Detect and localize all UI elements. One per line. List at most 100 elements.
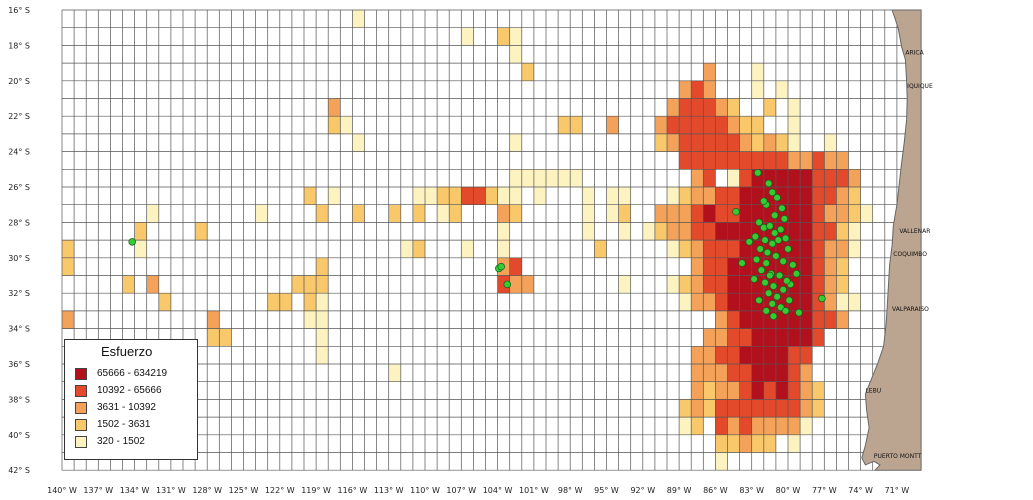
- effort-cell: [558, 116, 571, 134]
- effort-cell: [812, 381, 825, 400]
- city-label: ARICA: [905, 49, 924, 56]
- effort-cell: [715, 151, 728, 170]
- effort-cell: [727, 240, 740, 258]
- effort-cell: [800, 240, 813, 258]
- effort-cell: [279, 293, 292, 311]
- effort-cell: [316, 275, 329, 294]
- longitude-label: 134° W: [120, 486, 150, 495]
- effort-cell: [606, 187, 619, 205]
- catch-point: [738, 259, 746, 267]
- effort-cell: [691, 204, 704, 223]
- effort-cell: [739, 364, 752, 382]
- effort-cell: [751, 80, 764, 99]
- effort-cell: [824, 204, 837, 223]
- longitude-label: 113° W: [374, 486, 404, 495]
- effort-cell: [449, 187, 462, 205]
- effort-cell: [485, 187, 498, 205]
- effort-cell: [739, 169, 752, 187]
- effort-cell: [691, 293, 704, 311]
- effort-cell: [812, 169, 825, 187]
- latitude-label: 24° S: [8, 148, 30, 157]
- legend-item: 320 - 1502: [75, 435, 195, 449]
- effort-cell: [570, 116, 583, 134]
- latitude-label: 20° S: [8, 77, 30, 86]
- longitude-label: 86° W: [703, 486, 728, 495]
- catch-point: [762, 307, 770, 315]
- effort-cell: [691, 187, 704, 205]
- effort-cell: [812, 204, 825, 223]
- effort-cell: [824, 151, 837, 170]
- effort-cell: [703, 151, 716, 170]
- catch-point: [503, 280, 512, 289]
- effort-cell: [824, 257, 837, 276]
- effort-cell: [775, 151, 788, 170]
- effort-cell: [727, 434, 740, 453]
- effort-cell: [800, 346, 813, 364]
- catch-point: [732, 208, 740, 216]
- effort-cell: [437, 204, 450, 223]
- effort-cell: [812, 328, 825, 347]
- effort-cell: [763, 434, 776, 453]
- catch-point: [770, 211, 779, 220]
- effort-cell: [654, 222, 667, 241]
- effort-cell: [703, 133, 716, 152]
- effort-cell: [691, 275, 704, 294]
- effort-cell: [691, 169, 704, 187]
- legend: Esfuerzo 65666 - 634219 10392 - 65666 36…: [64, 339, 198, 460]
- effort-cell: [751, 116, 764, 134]
- effort-cell: [461, 187, 474, 205]
- effort-cell: [812, 275, 825, 294]
- effort-cell: [509, 27, 522, 46]
- effort-cell: [679, 204, 692, 223]
- catch-point: [751, 232, 760, 241]
- longitude-label: 74° W: [848, 486, 873, 495]
- effort-cell: [703, 346, 716, 364]
- catch-point: [781, 307, 790, 315]
- effort-cell: [812, 399, 825, 418]
- effort-cell: [751, 310, 764, 329]
- effort-cell: [291, 275, 304, 294]
- catch-point: [764, 289, 773, 297]
- effort-cell: [679, 240, 692, 258]
- effort-cell: [788, 222, 801, 241]
- catch-point: [779, 285, 787, 294]
- effort-cell: [727, 275, 740, 294]
- effort-cell: [800, 381, 813, 400]
- effort-cell: [703, 63, 716, 81]
- catch-point: [773, 193, 781, 202]
- legend-swatch: [75, 385, 87, 397]
- longitude-label: 77° W: [812, 486, 837, 495]
- catch-point: [750, 275, 758, 283]
- longitude-labels: 140° W 137° W 134° W 131° W 128° W 125° W 122°…: [47, 486, 909, 495]
- catch-point: [773, 292, 781, 301]
- effort-cell: [679, 116, 692, 134]
- catch-point: [785, 296, 793, 305]
- effort-cell: [352, 133, 365, 152]
- effort-cell: [715, 364, 728, 382]
- effort-cell: [727, 417, 740, 435]
- effort-cell: [763, 151, 776, 170]
- effort-cell: [703, 222, 716, 241]
- effort-cell: [497, 27, 510, 46]
- effort-cell: [836, 204, 849, 223]
- catch-point: [755, 218, 763, 227]
- effort-cell: [751, 364, 764, 382]
- effort-cell: [691, 381, 704, 400]
- effort-cell: [775, 169, 788, 187]
- effort-cell: [836, 310, 849, 329]
- effort-cell: [304, 187, 317, 205]
- effort-cell: [727, 222, 740, 241]
- effort-cell: [836, 187, 849, 205]
- catch-point: [768, 188, 777, 197]
- effort-cell: [739, 151, 752, 170]
- effort-cell: [703, 187, 716, 205]
- effort-cell: [800, 293, 813, 311]
- effort-cell: [800, 275, 813, 294]
- effort-cell: [715, 98, 728, 117]
- catch-point: [781, 234, 790, 243]
- catch-point: [768, 239, 777, 248]
- effort-cell: [800, 364, 813, 382]
- effort-cell: [122, 275, 135, 294]
- effort-cell: [788, 240, 801, 258]
- effort-cell: [691, 133, 704, 152]
